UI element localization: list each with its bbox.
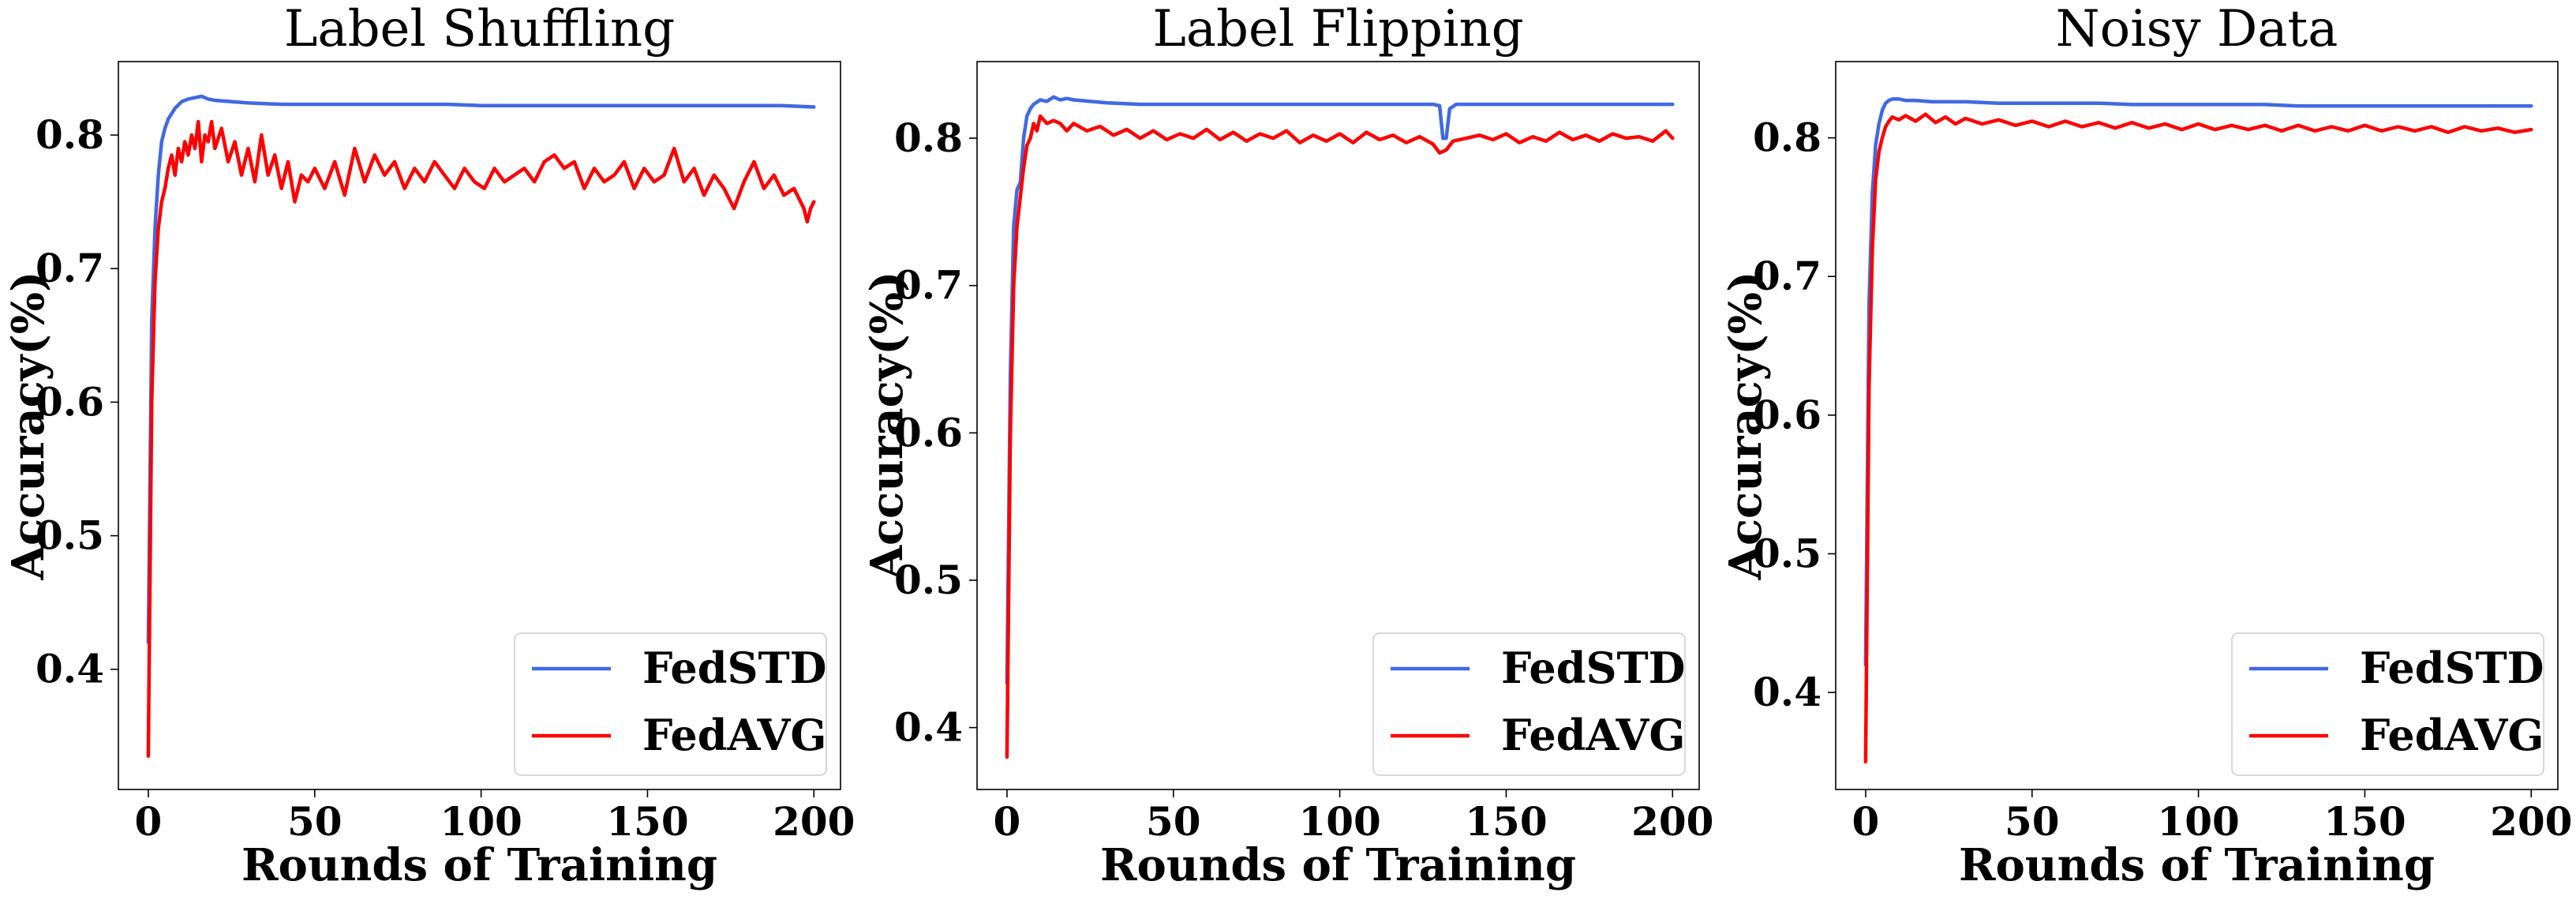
- legend-label-fedstd: FedSTD: [642, 643, 827, 693]
- y-tick-label: 0.5: [894, 557, 963, 603]
- chart-panel-label-flipping: Label Flipping Rounds of Training Accura…: [859, 0, 1717, 900]
- chart-title: Label Shuffling: [284, 0, 675, 58]
- y-axis-label: Accuracy(%): [2, 272, 54, 581]
- x-axis-label: Rounds of Training: [1959, 839, 2435, 891]
- x-tick-label: 200: [773, 798, 855, 845]
- y-tick-label: 0.7: [36, 245, 104, 291]
- x-tick-label: 0: [1852, 798, 1880, 845]
- y-tick-label: 0.5: [1753, 530, 1822, 576]
- x-tick-label: 100: [2157, 798, 2239, 845]
- series-line-fedavg: [146, 119, 816, 758]
- legend-label-fedstd: FedSTD: [1501, 643, 1686, 693]
- y-tick-label: 0.6: [894, 409, 963, 456]
- y-tick-label: 0.6: [1753, 392, 1822, 438]
- y-tick-label: 0.4: [36, 646, 104, 692]
- chart-panel-noisy-data: Noisy Data Rounds of Training Accuracy(%…: [1717, 0, 2576, 900]
- x-tick-label: 100: [440, 798, 522, 845]
- plot-frame: [976, 61, 1700, 790]
- x-tick-label: 50: [1146, 798, 1201, 845]
- x-tick-label: 0: [135, 798, 163, 845]
- plot-frame: [1835, 61, 2559, 790]
- x-tick-label: 50: [287, 798, 343, 845]
- x-tick-label: 50: [2005, 798, 2060, 845]
- chart-svg: Label Shuffling Rounds of Training Accur…: [2, 0, 855, 891]
- legend-label-fedavg: FedAVG: [2360, 710, 2544, 760]
- plot-frame: [118, 61, 841, 790]
- x-tick-label: 150: [1465, 798, 1547, 845]
- y-axis-label: Accuracy(%): [861, 272, 913, 581]
- y-tick-label: 0.6: [36, 378, 104, 425]
- x-axis-label: Rounds of Training: [242, 839, 717, 891]
- chart-svg: Noisy Data Rounds of Training Accuracy(%…: [1720, 0, 2572, 891]
- y-tick-label: 0.8: [1753, 114, 1822, 161]
- series-line-fedavg: [1005, 114, 1675, 759]
- x-axis-label: Rounds of Training: [1100, 839, 1576, 891]
- chart-svg: Label Flipping Rounds of Training Accura…: [861, 0, 1713, 891]
- x-tick-label: 150: [2323, 798, 2406, 845]
- chart-title: Noisy Data: [2056, 0, 2338, 58]
- y-tick-label: 0.8: [894, 114, 963, 161]
- series-line-fedavg: [1863, 112, 2533, 764]
- x-tick-label: 200: [2490, 798, 2572, 845]
- legend-label-fedavg: FedAVG: [1501, 710, 1685, 760]
- chart-title: Label Flipping: [1152, 0, 1523, 58]
- x-tick-label: 200: [1631, 798, 1713, 845]
- series-line-fedstd: [1005, 95, 1675, 685]
- legend-label-fedavg: FedAVG: [642, 710, 826, 760]
- y-tick-label: 0.4: [1753, 669, 1822, 715]
- x-tick-label: 0: [994, 798, 1021, 845]
- x-tick-label: 150: [606, 798, 688, 845]
- x-tick-label: 100: [1298, 798, 1380, 845]
- y-tick-label: 0.5: [36, 512, 104, 559]
- chart-panel-label-shuffling: Label Shuffling Rounds of Training Accur…: [0, 0, 859, 900]
- y-axis-label: Accuracy(%): [1720, 272, 1772, 581]
- series-line-fedstd: [146, 94, 816, 645]
- y-tick-label: 0.8: [36, 111, 104, 158]
- legend-label-fedstd: FedSTD: [2360, 643, 2544, 693]
- y-tick-label: 0.7: [1753, 253, 1822, 299]
- series-line-fedstd: [1863, 97, 2533, 667]
- y-tick-label: 0.4: [894, 704, 963, 751]
- y-tick-label: 0.7: [894, 262, 963, 309]
